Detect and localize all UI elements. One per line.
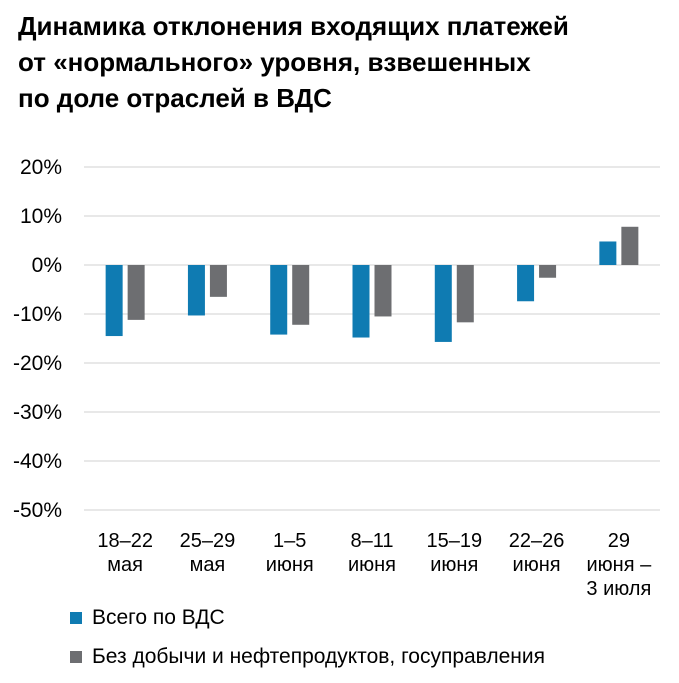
- x-tick-label: 3 июля: [586, 578, 651, 600]
- x-tick-label: 8–11: [350, 530, 393, 552]
- bar: [621, 226, 639, 265]
- y-tick-label: -30%: [13, 401, 62, 424]
- chart-title-line-1: Динамика отклонения входящих платежей: [18, 11, 569, 41]
- legend-label-total: Всего по ВДС: [92, 606, 225, 629]
- chart-title-line-3: по доле отраслей в ВДС: [18, 83, 332, 113]
- x-tick-label: 29: [608, 530, 630, 552]
- bar: [352, 265, 370, 338]
- legend-item-excl: Без добычи и нефтепродуктов, госуправлен…: [70, 645, 545, 669]
- x-tick-label: 25–29: [180, 530, 236, 552]
- y-tick-label: 0%: [32, 254, 62, 277]
- chart-title: Динамика отклонения входящих платежей от…: [18, 8, 668, 116]
- bar: [539, 265, 557, 278]
- y-tick-label: 10%: [20, 205, 62, 228]
- y-tick-label: -10%: [13, 303, 62, 326]
- x-tick-label: июня: [430, 554, 478, 576]
- bar: [292, 265, 310, 325]
- legend-label-excl: Без добычи и нефтепродуктов, госуправлен…: [92, 645, 545, 668]
- y-tick-label: 20%: [20, 156, 62, 179]
- x-tick-label: мая: [107, 554, 143, 576]
- x-tick-label: мая: [190, 554, 226, 576]
- y-tick-label: -20%: [13, 352, 62, 375]
- bar: [187, 265, 205, 316]
- bar: [209, 265, 227, 297]
- x-tick-label: 18–22: [97, 530, 153, 552]
- bar: [127, 265, 145, 320]
- bar: [105, 265, 123, 337]
- legend-swatch-total: [70, 612, 82, 624]
- y-tick-label: -40%: [13, 450, 62, 473]
- bar: [374, 265, 392, 317]
- bar: [270, 265, 288, 335]
- bar: [599, 241, 617, 265]
- bar: [434, 265, 452, 342]
- y-tick-label: -50%: [13, 499, 62, 522]
- x-tick-label: июня: [348, 554, 396, 576]
- x-tick-label: 15–19: [426, 530, 482, 552]
- chart-title-line-2: от «нормального» уровня, взвешенных: [18, 47, 531, 77]
- bar: [456, 265, 474, 323]
- legend-item-total: Всего по ВДС: [70, 606, 225, 630]
- legend-swatch-excl: [70, 651, 82, 663]
- bar: [517, 265, 535, 302]
- x-tick-label: июня: [266, 554, 314, 576]
- x-tick-label: июня: [513, 554, 561, 576]
- x-tick-label: 1–5: [273, 530, 306, 552]
- x-tick-label: июня –: [586, 554, 652, 576]
- x-tick-label: 22–26: [509, 530, 565, 552]
